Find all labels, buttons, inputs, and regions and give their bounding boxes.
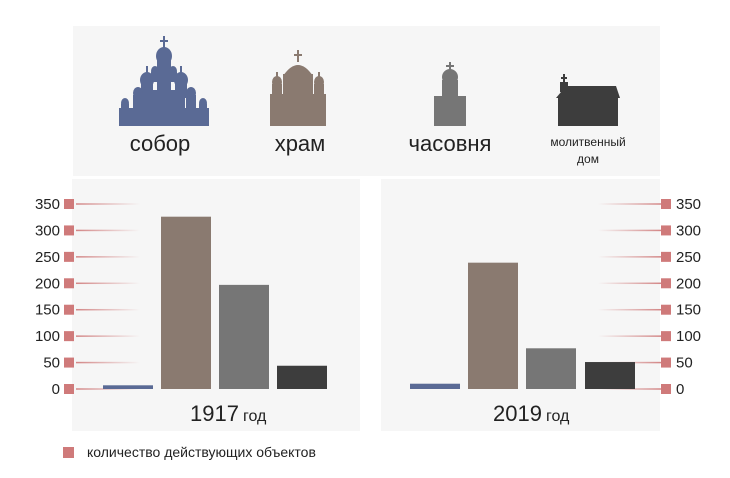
gridline [76, 229, 140, 232]
tick-marker [661, 384, 671, 394]
tick-label: 0 [52, 381, 60, 398]
bar-2 [468, 262, 518, 389]
tick-label: 100 [676, 328, 701, 345]
bar-4 [585, 362, 635, 389]
gridline [598, 203, 661, 205]
gridline [598, 282, 661, 285]
tick-label: 300 [35, 222, 60, 239]
tick-label: 200 [35, 275, 60, 292]
year-2019: 2019 [493, 401, 542, 426]
building-icons [119, 36, 620, 126]
bar-4 [277, 365, 327, 389]
bar-3 [526, 348, 576, 389]
year-label-1917: 1917 год [190, 401, 266, 427]
tick-marker [64, 331, 74, 342]
gridline [598, 308, 661, 311]
prayer-house-icon [556, 74, 620, 126]
tick-label: 150 [676, 302, 701, 319]
tick-label: 350 [35, 196, 60, 213]
tick-marker [64, 357, 74, 368]
gridline [76, 308, 140, 311]
chart-1917: 0 50 100 150 200 250 300 350 [35, 196, 327, 398]
tick-label: 250 [35, 249, 60, 266]
tick-label: 200 [676, 275, 701, 292]
category-label-chasovnya: часовня [408, 131, 492, 156]
gridline [598, 256, 661, 258]
tick-label: 350 [676, 196, 701, 213]
gridline [76, 203, 140, 205]
church-icon [270, 50, 326, 126]
tick-marker [661, 357, 671, 368]
tick-marker [64, 199, 74, 209]
year-1917: 1917 [190, 401, 239, 426]
legend-swatch [63, 446, 74, 458]
gridline [76, 361, 140, 364]
category-label-sobor: собор [129, 131, 191, 156]
tick-label: 250 [676, 249, 701, 266]
tick-marker [64, 304, 74, 315]
tick-marker [661, 331, 671, 342]
gridline [598, 229, 661, 232]
bar-1 [103, 385, 153, 389]
tick-label: 50 [43, 355, 60, 372]
tick-marker [64, 225, 74, 236]
chart-2019: 0 50 100 150 200 250 300 350 [410, 196, 701, 398]
tick-marker [661, 225, 671, 236]
year-label-2019: 2019 год [493, 401, 569, 427]
gridline [76, 256, 140, 258]
chapel-icon [434, 62, 466, 126]
bar-3 [219, 284, 269, 389]
tick-marker [661, 251, 671, 262]
tick-marker [661, 199, 671, 209]
gridline [76, 335, 140, 337]
tick-marker [661, 278, 671, 289]
gridline [598, 335, 661, 337]
cathedral-icon [119, 36, 209, 126]
tick-label: 300 [676, 222, 701, 239]
legend-label: количество действующих объектов [87, 444, 316, 460]
legend: количество действующих объектов [63, 444, 316, 460]
year-unit-2019: год [545, 408, 570, 425]
tick-label: 50 [676, 355, 693, 372]
tick-label: 100 [35, 328, 60, 345]
tick-marker [64, 278, 74, 289]
gridline [76, 282, 140, 285]
bar-1 [410, 383, 460, 389]
year-unit-1917: год [242, 408, 267, 425]
category-label-prayer-house: молитвенный дом [550, 135, 626, 166]
tick-label: 150 [35, 302, 60, 319]
tick-marker [661, 304, 671, 315]
bar-2 [161, 216, 211, 389]
category-label-khram: храм [274, 131, 326, 156]
tick-marker [64, 251, 74, 262]
tick-marker [64, 384, 74, 394]
tick-label: 0 [676, 381, 684, 398]
